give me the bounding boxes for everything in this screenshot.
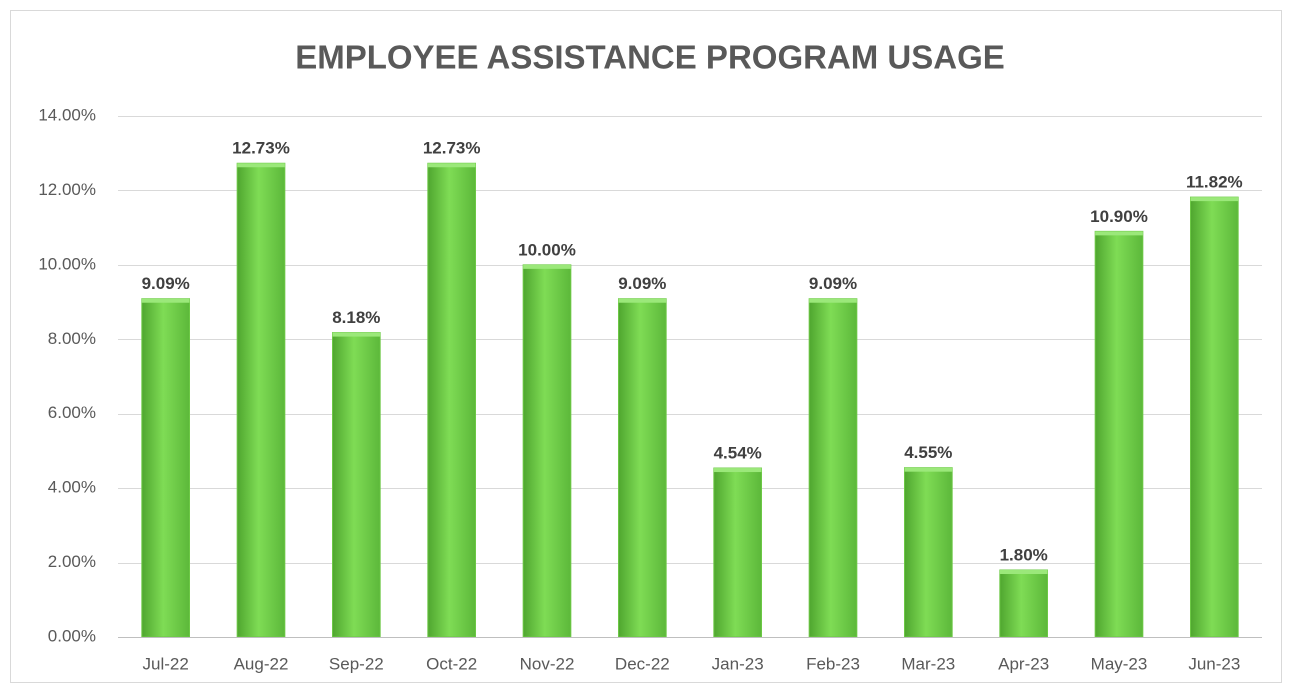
- bar-top: [809, 298, 857, 303]
- y-tick-label: 14.00%: [38, 105, 96, 124]
- y-tick-label: 0.00%: [48, 626, 96, 645]
- x-tick-label: Aug-22: [234, 654, 289, 673]
- data-label: 4.55%: [904, 443, 952, 462]
- data-label: 10.00%: [518, 240, 576, 259]
- bar: [808, 298, 858, 638]
- data-label: 12.73%: [423, 139, 481, 158]
- bar: [141, 298, 190, 638]
- bar-top: [523, 264, 571, 269]
- data-label: 12.73%: [232, 139, 290, 158]
- bar-top: [237, 163, 285, 168]
- x-tick-label: May-23: [1091, 654, 1148, 673]
- x-tick-label: Jun-23: [1188, 654, 1240, 673]
- y-tick-label: 12.00%: [38, 180, 96, 199]
- data-label: 9.09%: [618, 274, 666, 293]
- bar-top: [141, 298, 190, 303]
- data-label: 8.18%: [332, 308, 380, 327]
- y-tick-label: 4.00%: [48, 478, 96, 497]
- data-label: 10.90%: [1090, 207, 1148, 226]
- bar: [1190, 196, 1239, 638]
- bar: [427, 162, 477, 638]
- bar-top: [904, 467, 953, 472]
- x-tick-label: Mar-23: [901, 654, 955, 673]
- bar: [999, 569, 1048, 638]
- bar-top: [1095, 231, 1143, 236]
- bars: Jul-22 9.09% Aug-22 12.73% Sep-22 8.18% Oct-22…: [141, 139, 1243, 673]
- bar: [904, 467, 953, 638]
- bar: [522, 264, 572, 638]
- bar: [332, 332, 381, 638]
- y-tick-label: 6.00%: [48, 403, 96, 422]
- data-label: 1.80%: [1000, 545, 1048, 564]
- bar: [1094, 230, 1144, 638]
- data-label: 9.09%: [142, 274, 190, 293]
- bar-top: [618, 298, 667, 303]
- y-tick-label: 10.00%: [38, 254, 96, 273]
- chart-title: EMPLOYEE ASSISTANCE PROGRAM USAGE: [295, 39, 1005, 76]
- x-tick-label: Feb-23: [806, 654, 860, 673]
- y-tick-label: 2.00%: [48, 552, 96, 571]
- x-tick-label: Dec-22: [615, 654, 670, 673]
- bar-top: [332, 332, 381, 337]
- bar: [713, 467, 762, 638]
- x-tick-label: Sep-22: [329, 654, 384, 673]
- data-label: 4.54%: [714, 444, 762, 463]
- bar: [618, 298, 667, 638]
- bar: [236, 162, 286, 638]
- bar-top: [713, 468, 762, 473]
- bar-top: [427, 163, 476, 168]
- bar-top: [1190, 197, 1239, 202]
- bar-top: [999, 570, 1048, 575]
- y-tick-label: 8.00%: [48, 329, 96, 348]
- x-tick-label: Oct-22: [426, 654, 477, 673]
- x-tick-label: Nov-22: [520, 654, 575, 673]
- x-tick-label: Jul-22: [143, 654, 189, 673]
- x-tick-label: Apr-23: [998, 654, 1049, 673]
- x-tick-label: Jan-23: [712, 654, 764, 673]
- data-label: 11.82%: [1186, 173, 1243, 192]
- grid: 0.00% 2.00% 4.00% 6.00% 8.00% 10.00% 12.00% 14.…: [38, 105, 1262, 645]
- data-label: 9.09%: [809, 274, 857, 293]
